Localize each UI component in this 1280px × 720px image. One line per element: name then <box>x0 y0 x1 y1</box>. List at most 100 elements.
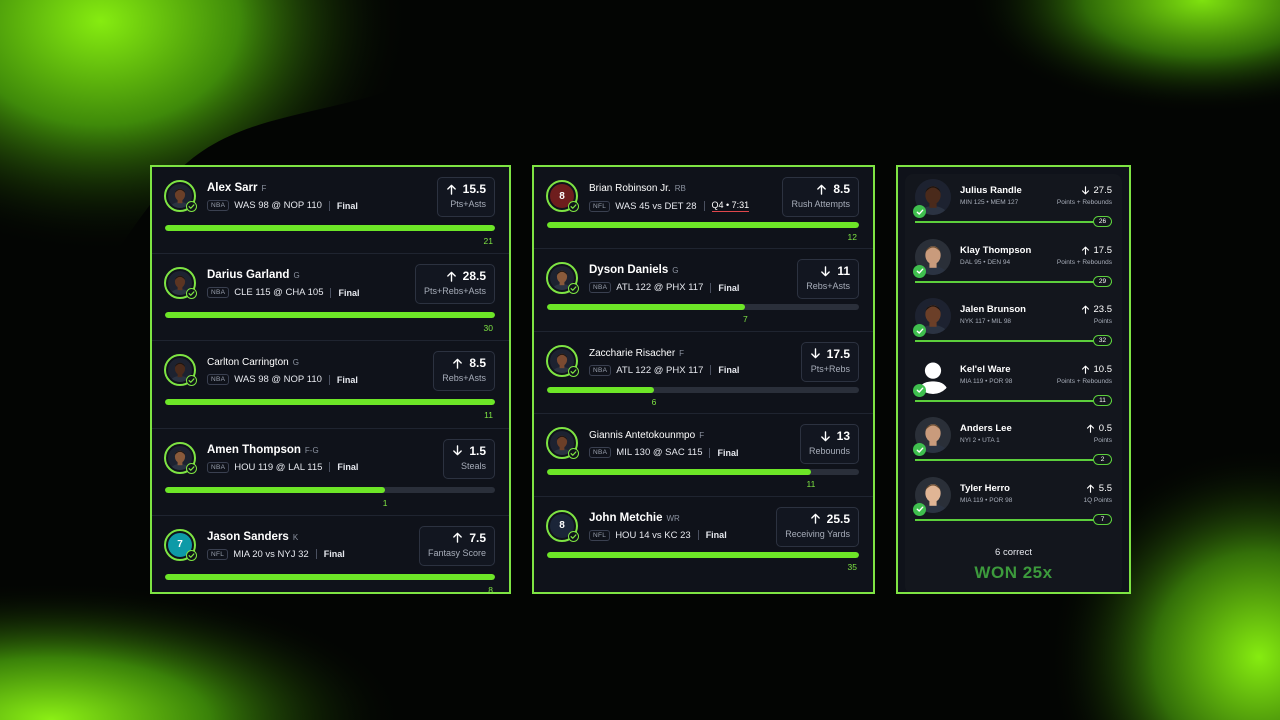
projection-line: 17.5 <box>826 346 850 361</box>
progress-bar <box>165 573 495 580</box>
pick-row[interactable]: Alex Sarr F NBA WAS 98 @ NOP 110 Final 15.5 Pt… <box>152 167 509 255</box>
arrow-down-icon <box>453 445 463 456</box>
arrow-up-icon <box>1086 424 1094 434</box>
projection-value: 27.5 <box>1093 185 1113 196</box>
progress-bar <box>915 280 1112 283</box>
arrow-up-icon <box>446 184 456 195</box>
check-icon <box>186 288 197 300</box>
projection-value: 5.5 <box>1098 482 1112 494</box>
arrow-down-icon <box>820 430 830 441</box>
result-value: 30 <box>483 323 493 334</box>
progress-bar <box>165 399 495 406</box>
projection-box[interactable]: 15.5 Pts+Asts <box>436 177 495 217</box>
result-pill: 7 <box>1093 513 1112 525</box>
game-info: NBA ATL 122 @ PHX 117 Final <box>589 282 739 294</box>
player-name: Alex Sarr <box>207 182 258 194</box>
stat-type: Rebounds <box>808 446 850 457</box>
game-score: ATL 122 @ PHX 117 <box>616 364 704 376</box>
summary-pick-row[interactable]: Kel'el Ware MIA 119 • POR 98 10.5 Points + … <box>905 353 1122 413</box>
projection-box[interactable]: 25.5 Receiving Yards <box>776 506 859 547</box>
result-pill: 2 <box>1093 454 1112 466</box>
progress-fill <box>915 340 1112 343</box>
progress-fill <box>547 304 746 311</box>
check-icon <box>568 365 579 377</box>
summary-pick-row[interactable]: Anders Lee NYI 2 • UTA 1 0.5 Points 2 <box>905 412 1122 472</box>
summary-pick-row[interactable]: Klay Thompson DAL 95 • DEN 94 17.5 Points +… <box>905 234 1122 294</box>
stat-type: Points <box>1093 318 1112 326</box>
placeholder-avatar <box>915 357 951 394</box>
game-score: HOU 14 vs KC 23 <box>615 529 691 541</box>
stat-type: Points + Rebounds <box>1056 199 1112 206</box>
summary-pick-row[interactable]: Tyler Herro MIA 119 • POR 98 5.5 1Q Points 7 <box>905 472 1122 532</box>
summary-pick-row[interactable]: Julius Randle MIN 125 • MEM 127 27.5 Points… <box>905 174 1122 234</box>
arrow-down-icon <box>810 348 820 359</box>
entry-card-1: Alex Sarr F NBA WAS 98 @ NOP 110 Final 15.5 Pt… <box>150 165 511 594</box>
pick-row[interactable]: Darius Garland G NBA CLE 115 @ CHA 105 Final… <box>152 254 509 342</box>
projection-box[interactable]: 8.5 Rebs+Asts <box>433 351 495 392</box>
result-value: 7 <box>743 314 748 325</box>
pick-row[interactable]: Amen Thompson F-G NBA HOU 119 @ LAL 115 Fina… <box>152 429 509 516</box>
projection-box[interactable]: 17.5 Pts+Rebs <box>800 341 859 382</box>
arrow-down-icon <box>821 266 831 277</box>
progress-fill <box>915 459 1112 462</box>
stat-type: Rebs+Asts <box>806 281 850 292</box>
player-avatar <box>913 238 951 278</box>
pick-row[interactable]: Giannis Antetokounmpo F NBA MIL 130 @ SAC 1… <box>534 414 873 497</box>
summary-pick-row[interactable]: Jalen Brunson NYK 117 • MIL 98 23.5 Points 3… <box>905 293 1122 353</box>
pick-row[interactable]: Dyson Daniels G NBA ATL 122 @ PHX 117 Final 1… <box>534 249 873 332</box>
projection-line: 25.5 <box>826 511 850 526</box>
result-pill: 29 <box>1093 275 1112 287</box>
player-avatar <box>164 441 197 474</box>
player-avatar <box>164 354 197 387</box>
game-score: HOU 119 @ LAL 115 <box>234 461 323 473</box>
projection-box[interactable]: 11 Rebs+Asts <box>797 259 859 300</box>
game-status: Final <box>336 374 358 385</box>
pick-row[interactable]: Carlton Carrington G NBA WAS 98 @ NOP 110 Fi… <box>152 341 509 429</box>
projection-box[interactable]: 8.5 Rush Attempts <box>782 177 859 217</box>
stat-type: Points + Rebounds <box>1056 258 1112 266</box>
arrow-up-icon <box>1081 365 1089 374</box>
game-score: MIA 119 • POR 98 <box>960 377 1013 385</box>
game-info: NBA MIL 130 @ SAC 115 Final <box>589 447 739 459</box>
projection-box[interactable]: 7.5 Fantasy Score <box>418 525 495 566</box>
stat-type: Pts+Rebs+Asts <box>423 286 486 297</box>
summary-card-body: Julius Randle MIN 125 • MEM 127 27.5 Points… <box>905 174 1122 592</box>
progress-bar <box>547 551 859 558</box>
jersey-avatar: 8 <box>550 184 574 208</box>
game-info: NFL WAS 45 vs DET 28 Q4 • 7:31 <box>589 200 750 212</box>
projection-line: 10.5 <box>1081 364 1112 375</box>
result-value: 1 <box>382 497 388 508</box>
projection-box[interactable]: 13 Rebounds <box>799 424 859 465</box>
player-avatar <box>913 417 951 457</box>
stat-type: Pts+Asts <box>450 199 486 209</box>
result-value: 21 <box>483 236 493 246</box>
summary-pick-list: Julius Randle MIN 125 • MEM 127 27.5 Points… <box>905 174 1122 532</box>
check-icon <box>186 549 197 561</box>
pick-row[interactable]: 8 John Metchie WR NFL HOU 14 vs KC 23 Final 25… <box>534 497 873 579</box>
progress-bar <box>165 225 495 231</box>
game-info: NBA WAS 98 @ NOP 110 Final <box>207 200 358 211</box>
game-score: MIA 119 • POR 98 <box>960 496 1013 504</box>
pick-row[interactable]: 7 Jason Sanders K NFL MIA 20 vs NYJ 32 Final 7… <box>152 516 509 592</box>
divider <box>315 549 317 560</box>
player-avatar <box>546 427 579 460</box>
check-icon <box>913 264 926 278</box>
game-status: Final <box>705 530 727 541</box>
player-avatar <box>546 262 579 295</box>
player-position: G <box>292 358 299 368</box>
game-info: NBA ATL 122 @ PHX 117 Final <box>589 364 739 376</box>
pick-row[interactable]: Zaccharie Risacher F NBA ATL 122 @ PHX 117 F… <box>534 332 873 415</box>
player-name: Klay Thompson <box>960 244 1032 256</box>
progress-bar <box>547 469 859 476</box>
player-position: G <box>672 266 679 276</box>
progress-fill <box>165 225 495 231</box>
player-position: F-G <box>304 445 319 455</box>
projection-value: 0.5 <box>1098 423 1112 435</box>
divider <box>709 447 711 458</box>
projection-line: 23.5 <box>1081 304 1112 315</box>
projection-box[interactable]: 1.5 Steals <box>443 438 495 479</box>
pick-row[interactable]: 8 Brian Robinson Jr. RB NFL WAS 45 vs DET 28… <box>534 167 873 250</box>
projection-box[interactable]: 28.5 Pts+Rebs+Asts <box>414 264 495 305</box>
progress-fill <box>915 518 1112 521</box>
result-pill: 32 <box>1093 335 1112 347</box>
